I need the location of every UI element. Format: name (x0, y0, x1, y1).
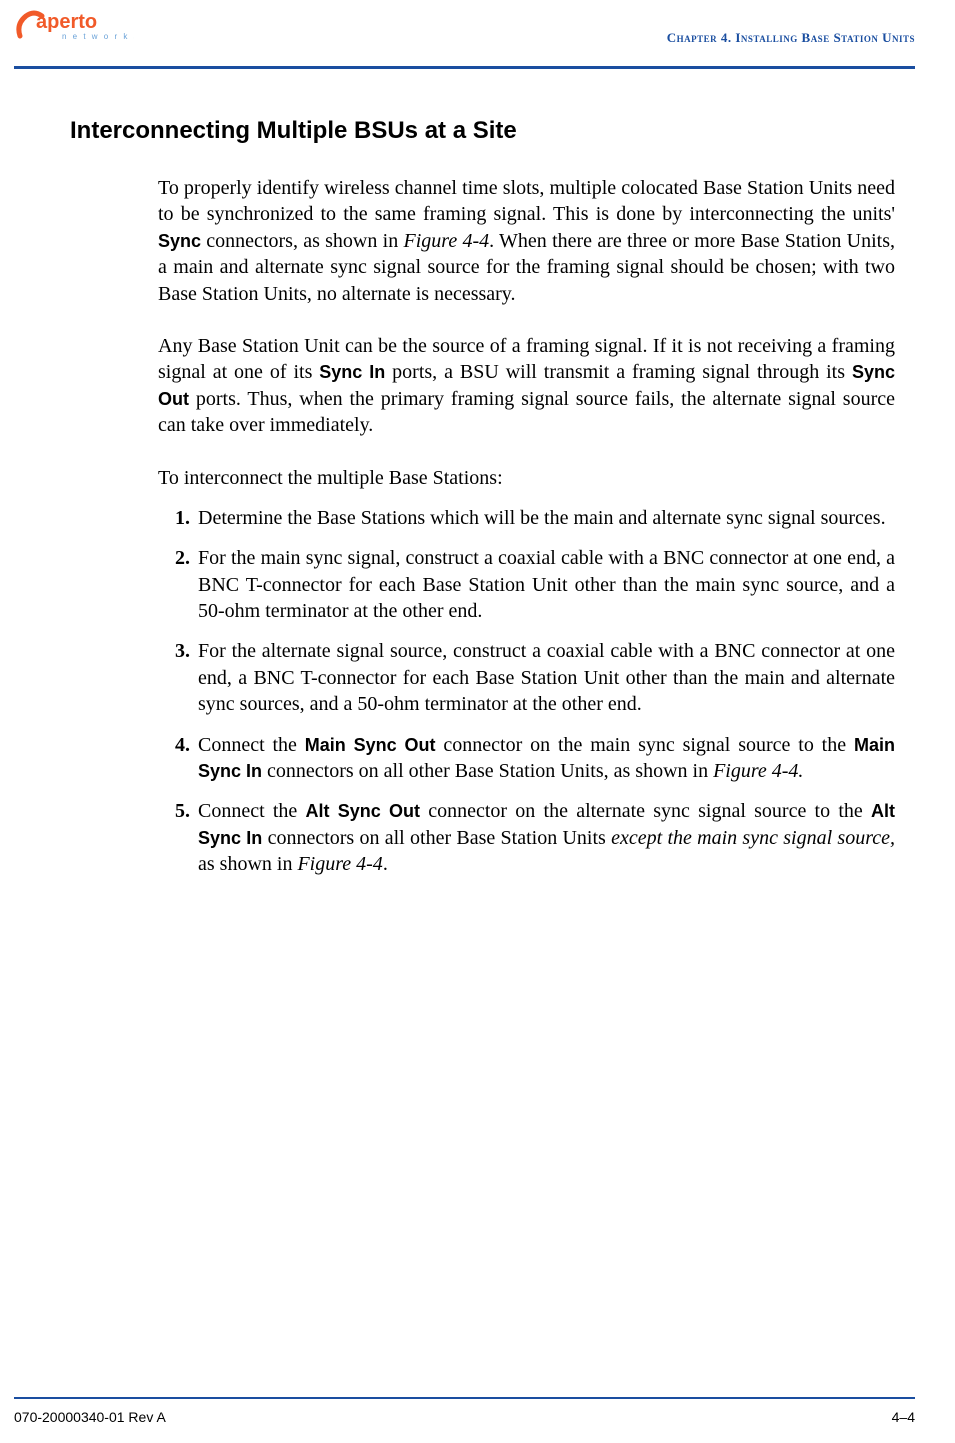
section-title: Interconnecting Multiple BSUs at a Site (70, 117, 895, 145)
except-clause: except the main sync signal source, (611, 827, 895, 849)
sync-in-label: Sync In (319, 362, 385, 382)
paragraph-2: Any Base Station Unit can be the source … (158, 333, 895, 439)
step-4: Connect the Main Sync Out connector on t… (192, 732, 895, 785)
text: . (383, 853, 388, 875)
chapter-label: Chapter 4. Installing Base Station Units (667, 6, 915, 46)
text: ports, a BSU will transmit a framing sig… (385, 361, 852, 383)
logo-brand-text: aperto (36, 11, 97, 33)
text: connectors on all other Base Station Uni… (262, 827, 611, 849)
paragraph-3: To interconnect the multiple Base Statio… (158, 465, 895, 491)
page-number: 4–4 (892, 1409, 915, 1425)
footer-rule (14, 1397, 915, 1399)
text: connector on the main sync signal source… (436, 734, 854, 756)
text: connectors, as shown in (201, 230, 403, 252)
figure-ref: Figure 4-4. (713, 760, 803, 782)
step-3: For the alternate signal source, constru… (192, 638, 895, 717)
page-footer: 070-20000340-01 Rev A 4–4 (14, 1409, 915, 1425)
body-text: To properly identify wireless channel ti… (158, 175, 895, 878)
text: connector on the alternate sync signal s… (420, 800, 871, 822)
alt-sync-out-label: Alt Sync Out (306, 801, 420, 821)
step-2: For the main sync signal, construct a co… (192, 545, 895, 624)
sync-label: Sync (158, 231, 201, 251)
step-1: Determine the Base Stations which will b… (192, 505, 895, 531)
text: Connect the (198, 800, 306, 822)
figure-ref: Figure 4-4 (404, 230, 490, 252)
doc-id: 070-20000340-01 Rev A (14, 1409, 166, 1425)
step-5: Connect the Alt Sync Out connector on th… (192, 798, 895, 877)
logo-sub-text: n e t w o r k s (62, 32, 134, 41)
page-header: aperto n e t w o r k s Chapter 4. Instal… (0, 0, 955, 66)
page: aperto n e t w o r k s Chapter 4. Instal… (0, 0, 955, 1443)
figure-ref: Figure 4-4 (297, 853, 382, 875)
text: To properly identify wireless channel ti… (158, 177, 895, 225)
main-sync-out-label: Main Sync Out (305, 735, 436, 755)
text: connectors on all other Base Station Uni… (262, 760, 713, 782)
text: as shown in (198, 853, 297, 875)
steps-list: Determine the Base Stations which will b… (158, 505, 895, 878)
aperto-logo-icon: aperto n e t w o r k s (14, 6, 134, 42)
text: Connect the (198, 734, 305, 756)
brand-logo: aperto n e t w o r k s (14, 6, 134, 42)
paragraph-1: To properly identify wireless channel ti… (158, 175, 895, 307)
text: ports. Thus, when the primary framing si… (158, 388, 895, 436)
page-content: Interconnecting Multiple BSUs at a Site … (0, 69, 955, 878)
